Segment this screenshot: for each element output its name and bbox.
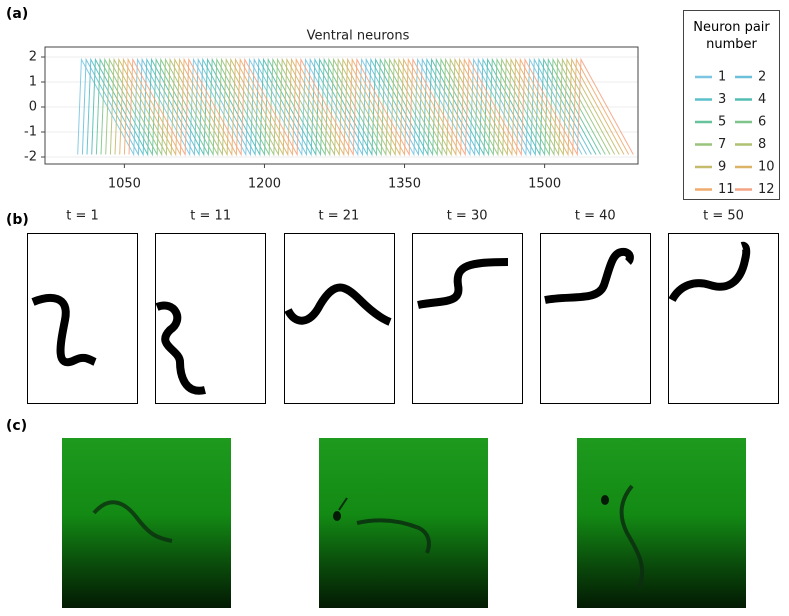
- photo: [62, 438, 231, 608]
- snapshot-title: t = 40: [575, 209, 616, 224]
- x-tick-label: 1350: [388, 177, 421, 192]
- worm-photo: [333, 497, 431, 554]
- x-tick-label: 1050: [108, 177, 141, 192]
- legend-label: 4: [758, 92, 766, 107]
- series-line: [109, 57, 616, 157]
- frame: [540, 233, 651, 404]
- frame: [412, 233, 523, 404]
- chart-title: Ventral neurons: [307, 29, 410, 44]
- panel-label: (a): [6, 6, 29, 22]
- panel-label: (b): [6, 212, 29, 228]
- worm: [668, 241, 751, 303]
- x-tick-label: 1200: [248, 177, 281, 192]
- series-line: [77, 57, 583, 157]
- chart: Ventral neurons -2 -1 0 1 2 1050 1200 1350 1500: [24, 29, 639, 192]
- worm-photo: [601, 484, 645, 589]
- y-tick-label: -1: [24, 125, 37, 140]
- worm: [544, 247, 634, 304]
- series-line: [86, 57, 592, 157]
- series-line: [123, 57, 630, 157]
- y-tick-label: 2: [29, 50, 37, 65]
- snapshot-title: t = 11: [190, 209, 231, 224]
- legend-label: 3: [718, 92, 726, 107]
- y-tick-label: 1: [29, 75, 37, 90]
- series-line: [91, 57, 597, 157]
- y-tick-label: -2: [24, 150, 37, 165]
- photo: [577, 438, 746, 608]
- panel-label: (c): [6, 418, 28, 434]
- x-tick-label: 1500: [528, 177, 561, 192]
- legend-label: 7: [718, 137, 726, 152]
- series-line: [105, 57, 611, 157]
- legend: Neuron pair number 1 2 3 4 5 6 7 8 9 10 11 12: [683, 10, 780, 200]
- legend-label: 2: [758, 70, 766, 85]
- legend-label: 10: [758, 160, 775, 175]
- worm: [417, 258, 509, 309]
- frame: [284, 233, 395, 404]
- series-line: [128, 57, 634, 157]
- photo: [319, 438, 488, 608]
- series-line: [95, 57, 602, 157]
- worm: [155, 301, 206, 395]
- legend-label: 5: [718, 115, 726, 130]
- y-tick-label: 0: [29, 100, 37, 115]
- legend-label: 1: [718, 70, 726, 85]
- series-line: [81, 57, 588, 157]
- legend-label: 12: [758, 182, 775, 196]
- series-line: [119, 57, 625, 157]
- frame: [155, 233, 266, 404]
- snapshots: t = 1 t = 11 t = 21 t = 30 t = 40 t = 50: [27, 209, 779, 404]
- plot-frame: [44, 46, 639, 165]
- legend-label: 9: [718, 160, 726, 175]
- legend-label: 8: [758, 137, 766, 152]
- series-line: [114, 57, 620, 157]
- legend-label: 11: [718, 182, 735, 196]
- worm: [284, 283, 392, 326]
- legend-title: Neuron pair number: [693, 20, 770, 52]
- series-line: [100, 57, 606, 157]
- snapshot-title: t = 30: [447, 209, 488, 224]
- snapshot-title: t = 50: [703, 209, 744, 224]
- snapshot-title: t = 1: [66, 209, 99, 224]
- legend-label: 6: [758, 115, 766, 130]
- worm: [31, 294, 97, 367]
- frame: [27, 233, 138, 404]
- snapshot-title: t = 21: [319, 209, 360, 224]
- worm-photo: [92, 500, 173, 543]
- frame: [668, 233, 779, 404]
